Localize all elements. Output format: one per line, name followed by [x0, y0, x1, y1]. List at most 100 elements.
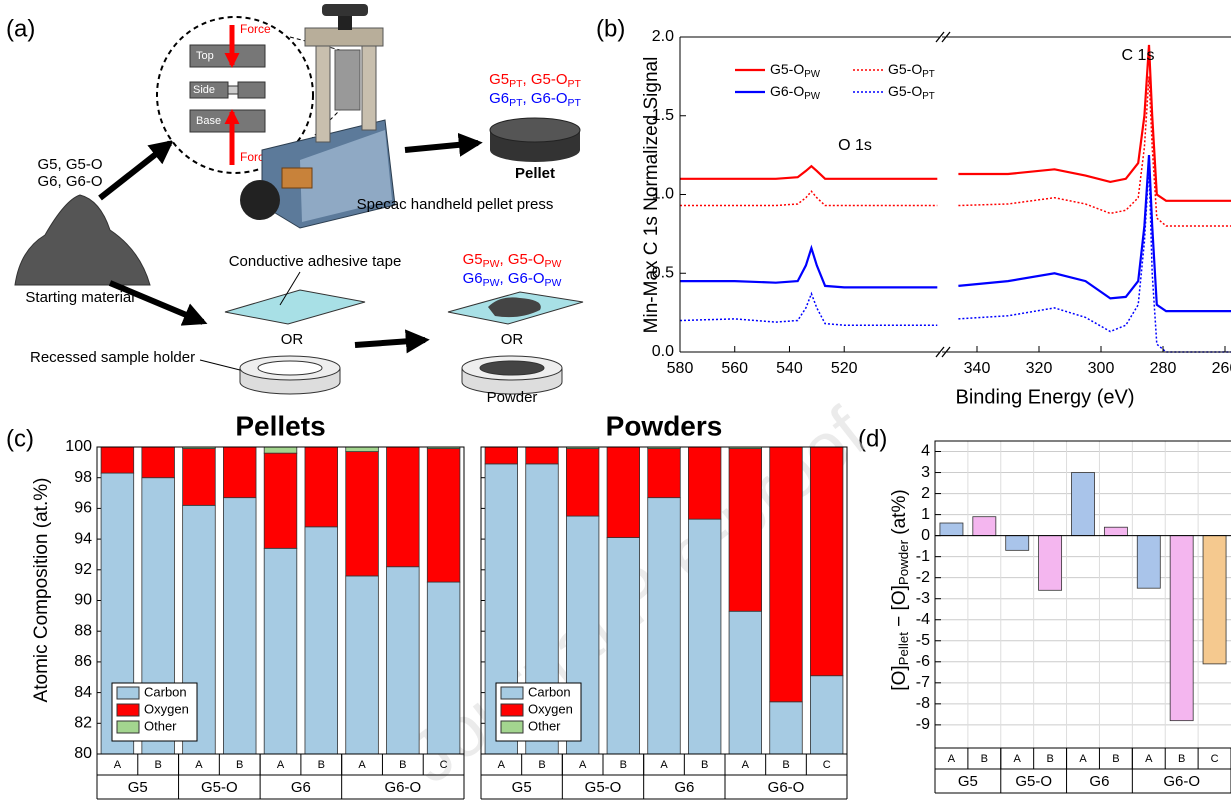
- x-tick-label: B: [154, 759, 161, 771]
- bar-segment: [304, 446, 338, 528]
- text-part: − [O]: [889, 585, 910, 632]
- group-label: G6: [674, 779, 694, 796]
- text-part: PW: [483, 277, 500, 289]
- bar: [1169, 535, 1194, 722]
- bar-segment: [810, 675, 844, 755]
- legend-swatch: [500, 720, 524, 734]
- annotation: C 1s: [1122, 47, 1155, 64]
- label: OR: [281, 331, 304, 348]
- x-tick-label: A: [579, 759, 587, 771]
- y-tick-label: -5: [916, 632, 930, 649]
- y-tick-label: 80: [74, 745, 92, 762]
- group-label: G6: [1089, 773, 1109, 790]
- legend-label: G6-OPW: [770, 83, 821, 102]
- text-part: G6: [489, 90, 509, 107]
- leader: [199, 359, 241, 371]
- label: G5, G5-O: [37, 156, 102, 173]
- bar-segment: [345, 575, 379, 755]
- bar-segment: [100, 446, 135, 474]
- arrow: [108, 280, 208, 326]
- x-tick-label: B: [620, 759, 627, 771]
- text-part: , G6-O: [523, 90, 568, 107]
- y-tick-label: 88: [74, 622, 92, 639]
- tape: [224, 289, 366, 325]
- x-tick-label: A: [277, 759, 285, 771]
- plot-frame: [96, 446, 465, 755]
- chart-title: Pellets: [235, 410, 325, 441]
- panel-label: (b): [596, 15, 625, 42]
- plot-frame: [934, 440, 1231, 749]
- press-column: [361, 37, 377, 131]
- legend-label: Other: [528, 718, 561, 733]
- y-tick-label: -3: [916, 590, 930, 607]
- y-tick-label: -8: [916, 695, 930, 712]
- y-tick-label: 3: [921, 464, 930, 481]
- x-tick-label: 300: [1088, 360, 1115, 377]
- y-tick-label: 92: [74, 561, 92, 578]
- x-tick-label: B: [236, 759, 243, 771]
- bar-segment: [263, 446, 298, 454]
- text-part: PW: [545, 258, 562, 270]
- y-tick-label: 86: [74, 653, 92, 670]
- legend-swatch: [116, 686, 140, 700]
- text-part: PT: [922, 91, 935, 102]
- y-tick-label: 0.0: [652, 343, 674, 360]
- x-tick-label: 520: [831, 360, 858, 377]
- legend-swatch: [116, 720, 140, 734]
- bar-segment: [263, 452, 298, 549]
- x-tick-label: A: [498, 759, 506, 771]
- bar: [939, 522, 964, 537]
- group-label: G5-O: [585, 779, 622, 796]
- arrow: [404, 132, 483, 157]
- press-cap: [304, 27, 384, 47]
- leader: [289, 36, 341, 51]
- y-tick-label: 94: [74, 530, 92, 547]
- x-tick-label: A: [114, 759, 122, 771]
- text-part: Pellet: [896, 632, 911, 666]
- x-tick-label: 280: [1150, 360, 1177, 377]
- x-tick-label: A: [742, 759, 750, 771]
- bar: [1103, 526, 1128, 537]
- sample-label: G6PW, G6-OPW: [463, 270, 562, 289]
- bar-segment: [769, 701, 803, 755]
- press-thread: [281, 167, 313, 189]
- label: Side: [193, 84, 215, 96]
- group-label: G6-O: [768, 779, 805, 796]
- x-tick-label: A: [660, 759, 668, 771]
- bar-segment: [566, 448, 600, 517]
- y-axis-label: Min-Max C 1s Normalized Signal: [641, 57, 662, 334]
- sample-label: G5PT, G5-OPT: [489, 71, 581, 90]
- x-tick-label: A: [1014, 753, 1022, 765]
- x-tick-label: B: [1112, 753, 1119, 765]
- pellet-top: [489, 117, 581, 143]
- x-tick-label: B: [538, 759, 545, 771]
- bar: [1136, 535, 1161, 589]
- label: Starting material: [25, 289, 134, 306]
- y-tick-label: 98: [74, 469, 92, 486]
- x-tick-label: A: [1145, 753, 1153, 765]
- legend-swatch: [500, 703, 524, 717]
- x-tick-label: A: [1079, 753, 1087, 765]
- group-label: G6-O: [1163, 773, 1200, 790]
- group-label: G6: [291, 779, 311, 796]
- y-tick-label: 1: [921, 506, 930, 523]
- y-tick-label: 82: [74, 715, 92, 732]
- press-knob: [322, 4, 368, 16]
- bar-segment: [484, 446, 519, 465]
- bar-segment: [345, 446, 379, 453]
- plot-frame: [480, 446, 848, 755]
- text-part: (at%): [889, 489, 910, 540]
- label: Specac handheld pellet press: [357, 196, 554, 213]
- line: [680, 44, 1231, 202]
- y-tick-label: 0: [921, 527, 930, 544]
- y-tick-label: 4: [921, 443, 930, 460]
- bar-segment: [223, 497, 257, 755]
- bar-segment: [345, 451, 379, 577]
- group-label: G5: [512, 779, 532, 796]
- panel-label: (d): [858, 425, 887, 452]
- group-label: G5-O: [201, 779, 238, 796]
- y-tick-label: -9: [916, 716, 930, 733]
- x-tick-label: B: [1178, 753, 1185, 765]
- bar-segment: [223, 446, 257, 499]
